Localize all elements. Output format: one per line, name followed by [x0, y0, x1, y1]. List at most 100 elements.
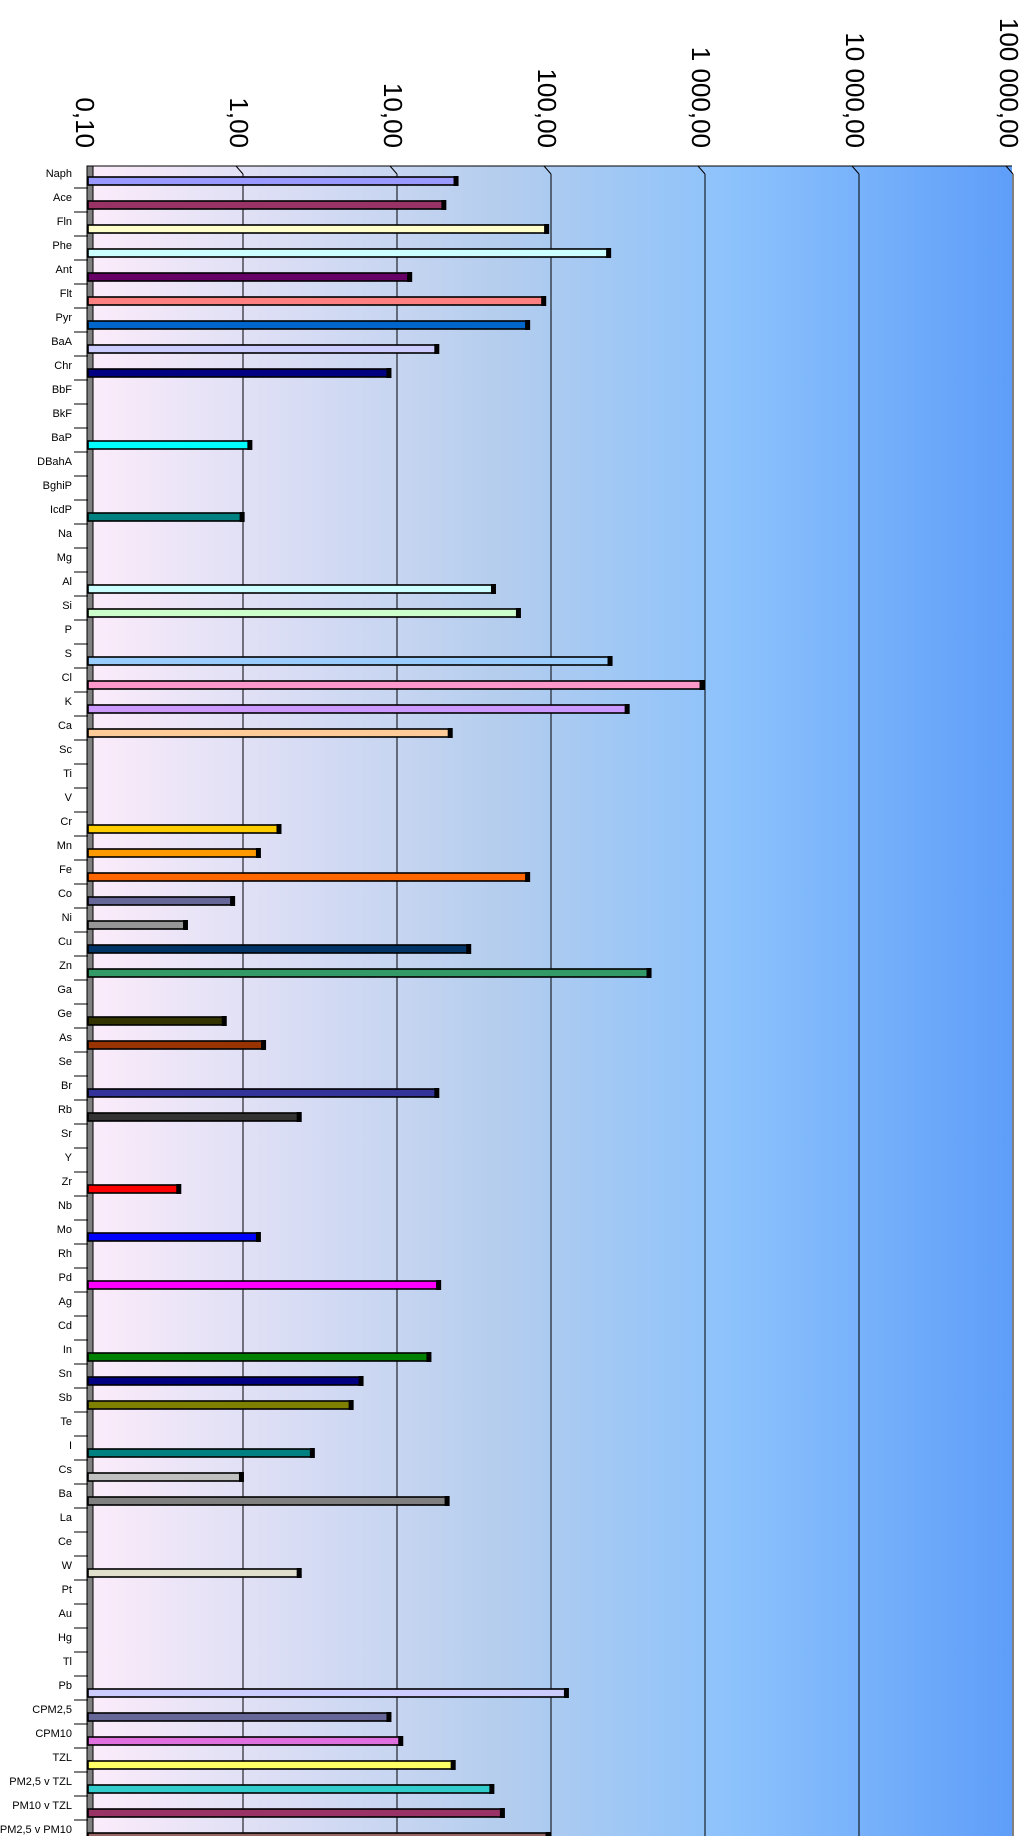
category-labels: NaphAceFlnPheAntFltPyrBaAChrBbFBkFBaPDBa… [0, 168, 88, 1836]
bar-face [87, 248, 608, 258]
bar-face [87, 1448, 312, 1458]
gridline-bevel [389, 165, 398, 175]
bar [87, 1376, 364, 1386]
bar-end [358, 1376, 364, 1386]
bar-face [87, 728, 450, 738]
bar [87, 1736, 404, 1746]
bar-face [87, 1352, 429, 1362]
category-label: Chr [54, 360, 72, 372]
bar-face [87, 896, 232, 906]
bar-end [255, 848, 261, 858]
category-label: Si [62, 600, 72, 612]
category-label: Cr [60, 816, 72, 828]
bar [87, 680, 705, 690]
bar-end [563, 1688, 569, 1698]
category-label: In [63, 1344, 72, 1356]
bar-face [87, 1832, 548, 1836]
bar-face [87, 1496, 447, 1506]
category-label: Ga [57, 984, 73, 996]
bar-end [541, 296, 547, 306]
bar [87, 512, 245, 522]
bar-end [499, 1808, 505, 1818]
category-label: Pb [59, 1680, 72, 1692]
bar [87, 1496, 450, 1506]
bar [87, 1400, 354, 1410]
bars [87, 176, 705, 1836]
bar [87, 1712, 392, 1722]
plot-area [88, 166, 1012, 1836]
category-label: I [69, 1440, 72, 1452]
bar-end [466, 944, 472, 954]
bar-end [221, 1016, 227, 1026]
bar [87, 608, 521, 618]
bar-end [436, 1280, 442, 1290]
category-label: CPM2,5 [32, 1704, 72, 1716]
bar-end [182, 920, 188, 930]
bar [87, 968, 652, 978]
bar [87, 1568, 302, 1578]
tick-labels: 0,10 1,00 10,00 100,00 1 000,00 10 000,00 100 … [70, 18, 1024, 148]
category-label: Sr [61, 1128, 72, 1140]
bar [87, 368, 392, 378]
category-label: Zn [59, 960, 72, 972]
bar-face [87, 1472, 241, 1482]
bar-end [525, 320, 531, 330]
bar-face [87, 1712, 389, 1722]
bar-face [87, 1688, 566, 1698]
category-label: S [65, 648, 72, 660]
bar [87, 1184, 182, 1194]
plot-background [88, 166, 1012, 1836]
bar-face [87, 1016, 224, 1026]
category-label: As [59, 1032, 72, 1044]
bar-face [87, 224, 546, 234]
bar-end [230, 896, 236, 906]
category-label: Rb [58, 1104, 72, 1116]
category-label: Rh [58, 1248, 72, 1260]
category-label: Ca [58, 720, 73, 732]
bar-end [434, 1088, 440, 1098]
bar-end [176, 1184, 182, 1194]
category-label: Ba [59, 1488, 73, 1500]
bar-face [87, 944, 469, 954]
category-label: PM2,5 v TZL [9, 1776, 72, 1788]
gridline-bevel [697, 165, 706, 175]
category-label: BghiP [43, 480, 72, 492]
bar-end [441, 200, 447, 210]
bar [87, 248, 612, 258]
bar-end [239, 512, 245, 522]
category-label: Phe [52, 240, 72, 252]
bar [87, 1088, 440, 1098]
category-label: Mo [57, 1224, 72, 1236]
gridline-bevel [235, 165, 244, 175]
bar [87, 200, 447, 210]
bar [87, 1808, 505, 1818]
category-label: Au [59, 1608, 72, 1620]
bar [87, 224, 550, 234]
bar [87, 320, 531, 330]
bar-face [87, 1376, 361, 1386]
bar [87, 176, 459, 186]
bar-face [87, 512, 242, 522]
bar-end [515, 608, 521, 618]
bar-face [87, 1232, 258, 1242]
bar-face [87, 1184, 179, 1194]
category-label: Br [61, 1080, 72, 1092]
tick-label: 100,00 [532, 68, 562, 148]
gridlines [88, 165, 1014, 1836]
bar [87, 944, 472, 954]
bar-face [87, 440, 250, 450]
category-label: Sb [59, 1392, 72, 1404]
bar-face [87, 848, 258, 858]
bar-end [544, 224, 550, 234]
category-label: Cl [62, 672, 72, 684]
bar-end [407, 272, 413, 282]
bar-face [87, 824, 279, 834]
bar-end [434, 344, 440, 354]
bar [87, 848, 261, 858]
bar-end [386, 1712, 392, 1722]
category-label: Na [58, 528, 73, 540]
category-label: Cd [58, 1320, 72, 1332]
bar [87, 872, 531, 882]
category-label: BaA [51, 336, 72, 348]
